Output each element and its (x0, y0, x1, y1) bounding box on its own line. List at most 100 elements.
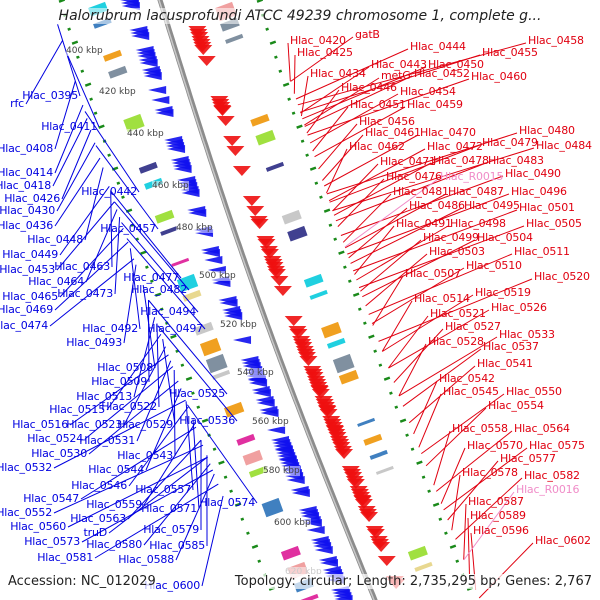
forward-strand-gene-label[interactable]: Hlac_0596 (473, 524, 529, 537)
forward-strand-gene-label[interactable]: Hlac_0484 (536, 139, 592, 152)
forward-strand-gene-label[interactable]: Hlac_0425 (297, 46, 353, 59)
forward-strand-gene-label[interactable]: Hlac_0505 (526, 217, 582, 230)
forward-strand-gene-label[interactable]: Hlac_0519 (475, 286, 531, 299)
forward-strand-gene-label[interactable]: Hlac_0491 (396, 217, 452, 230)
reverse-strand-gene-label[interactable]: Hlac_0426 (4, 192, 60, 205)
reverse-strand-gene-label[interactable]: Hlac_0477 (123, 271, 179, 284)
forward-strand-gene-label[interactable]: Hlac_0496 (511, 185, 567, 198)
forward-strand-gene-label[interactable]: Hlac_0455 (482, 46, 538, 59)
forward-strand-gene-label[interactable]: Hlac_0483 (488, 154, 544, 167)
reverse-strand-gene-label[interactable]: Hlac_0571 (141, 502, 197, 515)
reverse-strand-gene-label[interactable]: Hlac_0524 (27, 432, 83, 445)
reverse-strand-gene-label[interactable]: Hlac_0588 (118, 553, 174, 566)
forward-strand-gene-label[interactable]: Hlac_0577 (500, 452, 556, 465)
forward-strand-gene-label[interactable]: Hlac_0480 (519, 124, 575, 137)
reverse-strand-gene-label[interactable]: Hlac_0508 (97, 361, 153, 374)
reverse-strand-gene-label[interactable]: Hlac_0418 (0, 179, 51, 192)
reverse-strand-gene-label[interactable]: Hlac_0543 (117, 449, 173, 462)
forward-strand-gene-label[interactable]: Hlac_0434 (310, 67, 366, 80)
forward-strand-gene-label[interactable]: Hlac_0520 (534, 270, 590, 283)
forward-strand-gene-label[interactable]: Hlac_0460 (471, 70, 527, 83)
reverse-strand-gene-label[interactable]: Hlac_0585 (149, 539, 205, 552)
forward-strand-gene-label[interactable]: Hlac_0582 (524, 469, 580, 482)
forward-strand-gene-label[interactable]: Hlac_0456 (359, 115, 415, 128)
forward-strand-gene-label[interactable]: Hlac_0575 (529, 439, 585, 452)
reverse-strand-gene-label[interactable]: Hlac_0457 (100, 222, 156, 235)
reverse-strand-gene-label[interactable]: Hlac_0463 (54, 260, 110, 273)
forward-strand-gene-label[interactable]: Hlac_0602 (535, 534, 591, 547)
reverse-strand-gene-label[interactable]: Hlac_0574 (199, 496, 255, 509)
reverse-strand-gene-label[interactable]: Hlac_0513 (76, 390, 132, 403)
reverse-strand-gene-label[interactable]: Hlac_0552 (0, 506, 52, 519)
forward-strand-gene-label[interactable]: metG (381, 69, 411, 82)
reverse-strand-gene-label[interactable]: Hlac_0522 (101, 400, 157, 413)
forward-strand-gene-label[interactable]: Hlac_0587 (468, 495, 524, 508)
forward-strand-gene-label[interactable]: Hlac_0589 (470, 509, 526, 522)
reverse-strand-gene-label[interactable]: Hlac_0529 (117, 418, 173, 431)
forward-strand-gene-label[interactable]: Hlac_0470 (420, 126, 476, 139)
reverse-strand-gene-label[interactable]: Hlac_0581 (37, 551, 93, 564)
forward-strand-gene-label[interactable]: Hlac_0527 (445, 320, 501, 333)
reverse-strand-gene-label[interactable]: Hlac_0523 (66, 418, 122, 431)
forward-strand-gene-label[interactable]: Hlac_0472 (427, 140, 483, 153)
forward-strand-gene-label[interactable]: Hlac_0471 (380, 155, 436, 168)
reverse-strand-gene-label[interactable]: Hlac_0530 (31, 447, 87, 460)
reverse-strand-gene-label[interactable]: Hlac_0473 (57, 287, 113, 300)
reverse-strand-gene-label[interactable]: Hlac_0516 (12, 418, 68, 431)
forward-strand-gene-label[interactable]: Hlac_0528 (428, 335, 484, 348)
forward-strand-gene-label[interactable]: Hlac_0533 (499, 328, 555, 341)
rna-gene-label[interactable]: Hlac_R0015 (440, 170, 504, 183)
forward-strand-gene-label[interactable]: Hlac_0507 (405, 267, 461, 280)
forward-strand-gene-label[interactable]: Hlac_0550 (506, 385, 562, 398)
forward-strand-gene-label[interactable]: Hlac_0504 (477, 231, 533, 244)
reverse-strand-gene-label[interactable]: Hlac_0525 (169, 387, 225, 400)
reverse-strand-gene-label[interactable]: Hlac_0430 (0, 204, 55, 217)
reverse-strand-gene-label[interactable]: Hlac_0515 (49, 403, 105, 416)
reverse-strand-gene-label[interactable]: Hlac_0448 (27, 233, 83, 246)
reverse-strand-gene-label[interactable]: Hlac_0482 (131, 283, 187, 296)
forward-strand-gene-label[interactable]: Hlac_0458 (528, 34, 584, 47)
reverse-strand-gene-label[interactable]: Hlac_0474 (0, 319, 48, 332)
reverse-strand-gene-label[interactable]: Hlac_0579 (143, 523, 199, 536)
reverse-strand-gene-label[interactable]: Hlac_0547 (23, 492, 79, 505)
reverse-strand-gene-label[interactable]: Hlac_0464 (28, 275, 84, 288)
reverse-strand-gene-label[interactable]: Hlac_0563 (70, 512, 126, 525)
forward-strand-gene-label[interactable]: Hlac_0537 (483, 340, 539, 353)
forward-strand-gene-label[interactable]: Hlac_0420 (290, 34, 346, 47)
reverse-strand-gene-label[interactable]: Hlac_0559 (86, 498, 142, 511)
forward-strand-gene-label[interactable]: Hlac_0495 (464, 199, 520, 212)
reverse-strand-gene-label[interactable]: truD (83, 526, 108, 539)
reverse-strand-gene-label[interactable]: Hlac_0493 (66, 336, 122, 349)
rna-gene-label[interactable]: Hlac_R0016 (516, 483, 580, 496)
reverse-strand-gene-label[interactable]: Hlac_0453 (0, 263, 55, 276)
reverse-strand-gene-label[interactable]: Hlac_0414 (0, 166, 53, 179)
forward-strand-gene-label[interactable]: Hlac_0498 (450, 217, 506, 230)
reverse-strand-gene-label[interactable]: Hlac_0532 (0, 461, 52, 474)
forward-strand-gene-label[interactable]: Hlac_0510 (466, 259, 522, 272)
reverse-strand-gene-label[interactable]: Hlac_0395 (22, 89, 78, 102)
reverse-strand-gene-label[interactable]: Hlac_0465 (2, 290, 58, 303)
forward-strand-gene-label[interactable]: Hlac_0450 (428, 58, 484, 71)
forward-strand-gene-label[interactable]: Hlac_0554 (488, 399, 544, 412)
forward-strand-gene-label[interactable]: Hlac_0521 (430, 307, 486, 320)
reverse-strand-gene-label[interactable]: Hlac_0557 (135, 483, 191, 496)
forward-strand-gene-label[interactable]: Hlac_0462 (349, 140, 405, 153)
forward-strand-gene-label[interactable]: Hlac_0454 (400, 85, 456, 98)
reverse-strand-gene-label[interactable]: Hlac_0546 (71, 479, 127, 492)
forward-strand-gene-label[interactable]: Hlac_0487 (448, 185, 504, 198)
forward-strand-gene-label[interactable]: gatB (355, 28, 380, 41)
forward-strand-gene-label[interactable]: Hlac_0578 (462, 466, 518, 479)
reverse-strand-gene-label[interactable]: Hlac_0494 (140, 305, 196, 318)
forward-strand-gene-label[interactable]: Hlac_0459 (407, 98, 463, 111)
forward-strand-gene-label[interactable]: Hlac_0526 (491, 301, 547, 314)
forward-strand-gene-label[interactable]: Hlac_0514 (414, 292, 470, 305)
forward-strand-gene-label[interactable]: Hlac_0452 (414, 67, 470, 80)
forward-strand-gene-label[interactable]: Hlac_0443 (371, 58, 427, 71)
reverse-strand-gene-label[interactable]: rfc (10, 97, 24, 110)
forward-strand-gene-label[interactable]: Hlac_0541 (477, 357, 533, 370)
reverse-strand-gene-label[interactable]: Hlac_0436 (0, 219, 53, 232)
forward-strand-gene-label[interactable]: Hlac_0558 (452, 422, 508, 435)
forward-strand-gene-label[interactable]: Hlac_0570 (467, 439, 523, 452)
forward-strand-gene-label[interactable]: Hlac_0461 (365, 126, 421, 139)
forward-strand-gene-label[interactable]: Hlac_0501 (519, 201, 575, 214)
